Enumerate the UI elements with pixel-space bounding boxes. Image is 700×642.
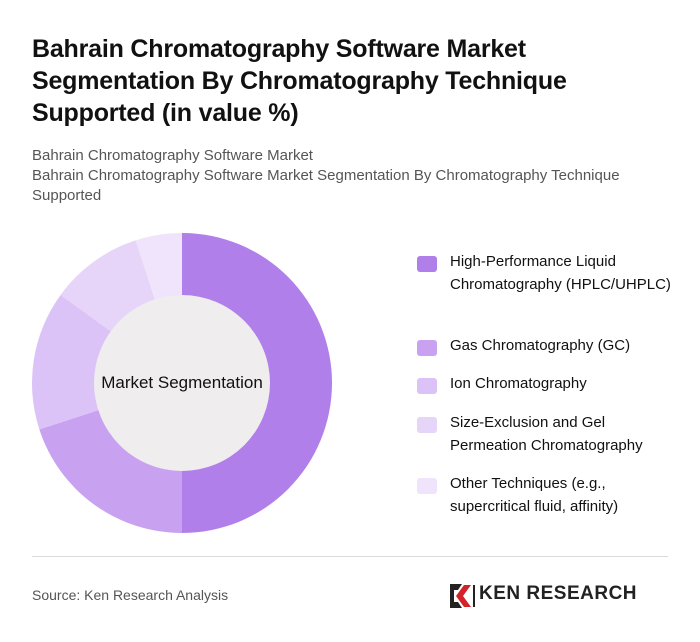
subtitle-line-1: Bahrain Chromatography Software Market [32,147,313,164]
ken-research-logo-icon [450,584,475,608]
legend-swatch [417,256,437,272]
legend-swatch [417,417,437,433]
footer-divider [32,556,668,557]
source-note: Source: Ken Research Analysis [32,587,229,603]
legend-swatch [417,478,437,494]
legend-label: Size-Exclusion and Gel Permeation Chroma… [450,414,643,454]
donut-center-label: Market Segmentation [101,373,263,392]
subtitle-line-2: Bahrain Chromatography Software Market S… [32,167,620,204]
legend-label: Ion Chromatography [450,375,587,392]
legend-label: High-Performance Liquid Chromatography (… [450,253,671,293]
legend-swatch [417,378,437,394]
chart-title: Bahrain Chromatography Software Market S… [32,35,567,127]
legend-label: Other Techniques (e.g., supercritical fl… [450,475,619,515]
donut-chart [32,233,332,533]
legend-label: Gas Chromatography (GC) [450,337,631,354]
ken-research-logo: KEN RESEARCH [447,580,672,610]
brand-name: KEN RESEARCH [479,583,638,604]
legend-swatch [417,340,437,356]
donut-center [94,295,270,471]
chart-subtitle: Bahrain Chromatography Software Market B… [32,146,672,206]
